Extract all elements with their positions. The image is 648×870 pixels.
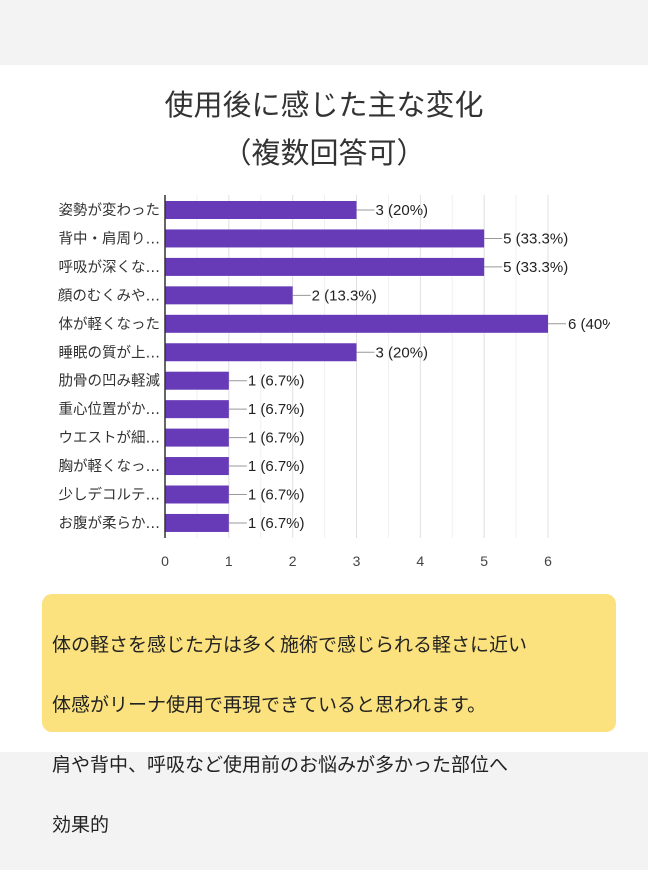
x-tick-label: 6 [544,553,552,569]
bar [165,201,357,219]
note-line: 肩や背中、呼吸など使用前のお悩みが多かった部位へ [52,754,509,776]
bar [165,257,485,276]
category-label: 顔のむくみや… [58,287,160,304]
category-label: 少しデコルテ… [59,486,161,504]
data-label: 6 (40%) [568,316,621,333]
bar-chart: 3 (20%) 5 (33.3%) 5 (33.3%) 2 (13.3%) 6 (40%… [58,195,621,569]
data-label: 5 (33.3%) [503,259,568,276]
category-label: 肋骨の凹み軽減 [59,373,161,390]
note-line: 体の軽さを感じた方は多く施術で感じられる軽さに近い [52,634,528,656]
x-tick-label: 1 [225,553,233,569]
x-tick-label: 4 [416,553,424,569]
bar [165,428,229,447]
note-line: 体感がリーナ使用で再現できていると思われます。 [52,694,487,716]
x-tick-label: 2 [289,553,297,569]
bar [165,457,229,476]
bar [165,400,229,419]
data-label: 1 (6.7%) [248,487,305,504]
bar [165,513,229,532]
category-label: 睡眠の質が上… [59,343,161,361]
bar [165,314,548,333]
summary-note: 体の軽さを感じた方は多く施術で感じられる軽さに近い 体感がリーナ使用で再現できて… [42,594,616,836]
category-label: ウエストが細… [59,430,161,447]
bar [165,485,229,504]
x-tick-label: 5 [480,553,488,569]
x-tick-label: 3 [353,553,361,569]
chart-subtitle: （複数回答可） [222,136,426,170]
data-label: 3 (20%) [376,202,429,219]
data-label: 1 (6.7%) [248,458,305,475]
category-label: 胸が軽くなっ… [59,458,161,475]
category-label: 背中・肩周り… [59,230,161,247]
bar [165,229,485,248]
chart-title: 使用後に感じた主な変化 [164,88,484,122]
data-label: 1 (6.7%) [248,401,305,418]
category-label: お腹が柔らか… [59,515,161,532]
bar [165,371,229,390]
data-label: 1 (6.7%) [248,373,305,390]
data-label: 5 (33.3%) [503,230,568,247]
category-label: 重心位置がか… [59,401,161,418]
note-line: 効果的 [52,814,110,836]
category-label: 姿勢が変わった [59,202,161,219]
data-label: 1 (6.7%) [248,515,305,532]
data-label: 1 (6.7%) [248,430,305,447]
category-label: 呼吸が深くな… [59,259,161,276]
category-label: 体が軽くなった [59,316,161,333]
data-label: 2 (13.3%) [312,287,377,304]
x-tick-label: 0 [161,553,169,569]
bar [165,286,293,305]
bar [165,343,357,362]
data-label: 3 (20%) [376,344,429,361]
